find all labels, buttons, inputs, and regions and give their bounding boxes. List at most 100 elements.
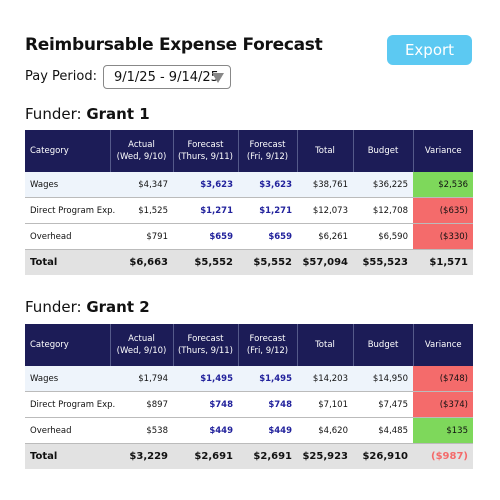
cell: ($374) — [413, 391, 473, 418]
data-row: Overhead $791 $659 $659 $6,261 $6,590 ($330) — [25, 223, 473, 250]
column-label: Total — [315, 146, 335, 156]
total-cell: $2,691 — [238, 443, 297, 469]
cell: $1,525 — [110, 197, 173, 224]
column-header: Actual (Wed, 9/10) — [109, 324, 173, 366]
pay-period-label: Pay Period: — [25, 69, 97, 84]
total-cell: Total — [25, 443, 110, 469]
column-header: Forecast (Fri, 9/12) — [237, 324, 297, 366]
total-cell: $55,523 — [353, 249, 413, 275]
total-cell: $26,910 — [353, 443, 413, 469]
cell: $748 — [173, 391, 238, 418]
column-sublabel: (Thurs, 9/11) — [177, 346, 233, 356]
column-label: Total — [315, 340, 335, 350]
header-row: Category Actual (Wed, 9/10) Forecast (Thurs,… — [25, 130, 473, 172]
cell: $4,347 — [110, 172, 173, 198]
funder-prefix: Funder: — [25, 298, 82, 316]
total-cell: $57,094 — [297, 249, 353, 275]
cell: $14,950 — [353, 366, 413, 392]
cell: $6,590 — [353, 223, 413, 250]
cell: ($748) — [413, 366, 473, 392]
total-cell: $6,663 — [110, 249, 173, 275]
total-cell: $2,691 — [173, 443, 238, 469]
cell: Overhead — [25, 223, 110, 250]
cell: $791 — [110, 223, 173, 250]
export-button[interactable]: Export — [387, 35, 472, 65]
data-row: Overhead $538 $449 $449 $4,620 $4,485 $135 — [25, 417, 473, 444]
column-header: Actual (Wed, 9/10) — [109, 130, 173, 172]
cell: Direct Program Exp. — [25, 197, 115, 224]
cell: $1,495 — [173, 366, 238, 392]
column-header: Category — [25, 130, 110, 172]
column-header: Budget — [352, 324, 413, 366]
cell: $748 — [238, 391, 297, 418]
title: Reimbursable Expense Forecast — [25, 35, 323, 55]
column-label: Forecast — [249, 140, 286, 150]
column-header: Budget — [352, 130, 413, 172]
cell: ($330) — [413, 223, 473, 250]
column-header: Variance — [412, 324, 473, 366]
funder-prefix: Funder: — [25, 105, 82, 123]
cell: ($635) — [413, 197, 473, 224]
column-sublabel: (Wed, 9/10) — [116, 152, 167, 162]
column-header: Forecast (Thurs, 9/11) — [172, 324, 238, 366]
cell: $135 — [413, 417, 473, 444]
column-label: Budget — [367, 340, 399, 350]
cell: $1,271 — [238, 197, 297, 224]
total-cell: $25,923 — [297, 443, 353, 469]
column-header: Forecast (Fri, 9/12) — [237, 130, 297, 172]
cell: $659 — [238, 223, 297, 250]
cell: $4,620 — [297, 417, 353, 444]
total-cell: $5,552 — [238, 249, 297, 275]
column-label: Category — [30, 146, 69, 156]
cell: $14,203 — [297, 366, 353, 392]
column-label: Variance — [424, 340, 462, 350]
column-label: Forecast — [249, 334, 286, 344]
cell: $1,794 — [110, 366, 173, 392]
column-header: Category — [25, 324, 110, 366]
expense-table: Category Actual (Wed, 9/10) Forecast (Thurs,… — [25, 324, 473, 469]
funder-name: Grant 2 — [86, 298, 150, 316]
cell: $538 — [110, 417, 173, 444]
column-header: Forecast (Thurs, 9/11) — [172, 130, 238, 172]
cell: $3,623 — [173, 172, 238, 198]
cell: $1,495 — [238, 366, 297, 392]
total-cell: $1,571 — [413, 249, 473, 275]
funder-name: Grant 1 — [86, 105, 150, 123]
pay-period-select[interactable]: 9/1/25 - 9/14/25 — [103, 65, 231, 89]
total-cell: ($987) — [413, 443, 473, 469]
funder-label: Funder: Grant 1 — [25, 105, 150, 123]
column-sublabel: (Thurs, 9/11) — [177, 152, 233, 162]
column-header: Total — [296, 324, 353, 366]
cell: $449 — [173, 417, 238, 444]
cell: $7,101 — [297, 391, 353, 418]
cell: $36,225 — [353, 172, 413, 198]
column-label: Budget — [367, 146, 399, 156]
column-label: Forecast — [187, 140, 224, 150]
cell: $6,261 — [297, 223, 353, 250]
cell: Overhead — [25, 417, 110, 444]
column-label: Forecast — [187, 334, 224, 344]
cell: $1,271 — [173, 197, 238, 224]
column-header: Variance — [412, 130, 473, 172]
cell: $659 — [173, 223, 238, 250]
column-label: Variance — [424, 146, 462, 156]
cell: $2,536 — [413, 172, 473, 198]
column-header: Total — [296, 130, 353, 172]
cell: Wages — [25, 172, 110, 198]
total-cell: $5,552 — [173, 249, 238, 275]
column-sublabel: (Fri, 9/12) — [246, 152, 289, 162]
cell: $4,485 — [353, 417, 413, 444]
total-row: Total $3,229 $2,691 $2,691 $25,923 $26,910 ($9… — [25, 443, 473, 469]
expense-table: Category Actual (Wed, 9/10) Forecast (Thurs,… — [25, 130, 473, 275]
header-row: Category Actual (Wed, 9/10) Forecast (Thurs,… — [25, 324, 473, 366]
cell: $12,073 — [297, 197, 353, 224]
column-label: Actual — [128, 334, 155, 344]
column-label: Actual — [128, 140, 155, 150]
data-row: Direct Program Exp. $1,525 $1,271 $1,271 $12… — [25, 197, 473, 224]
total-row: Total $6,663 $5,552 $5,552 $57,094 $55,523 $1,… — [25, 249, 473, 275]
cell: $38,761 — [297, 172, 353, 198]
dropdown-arrow — [212, 73, 224, 83]
cell: $449 — [238, 417, 297, 444]
cell: $7,475 — [353, 391, 413, 418]
